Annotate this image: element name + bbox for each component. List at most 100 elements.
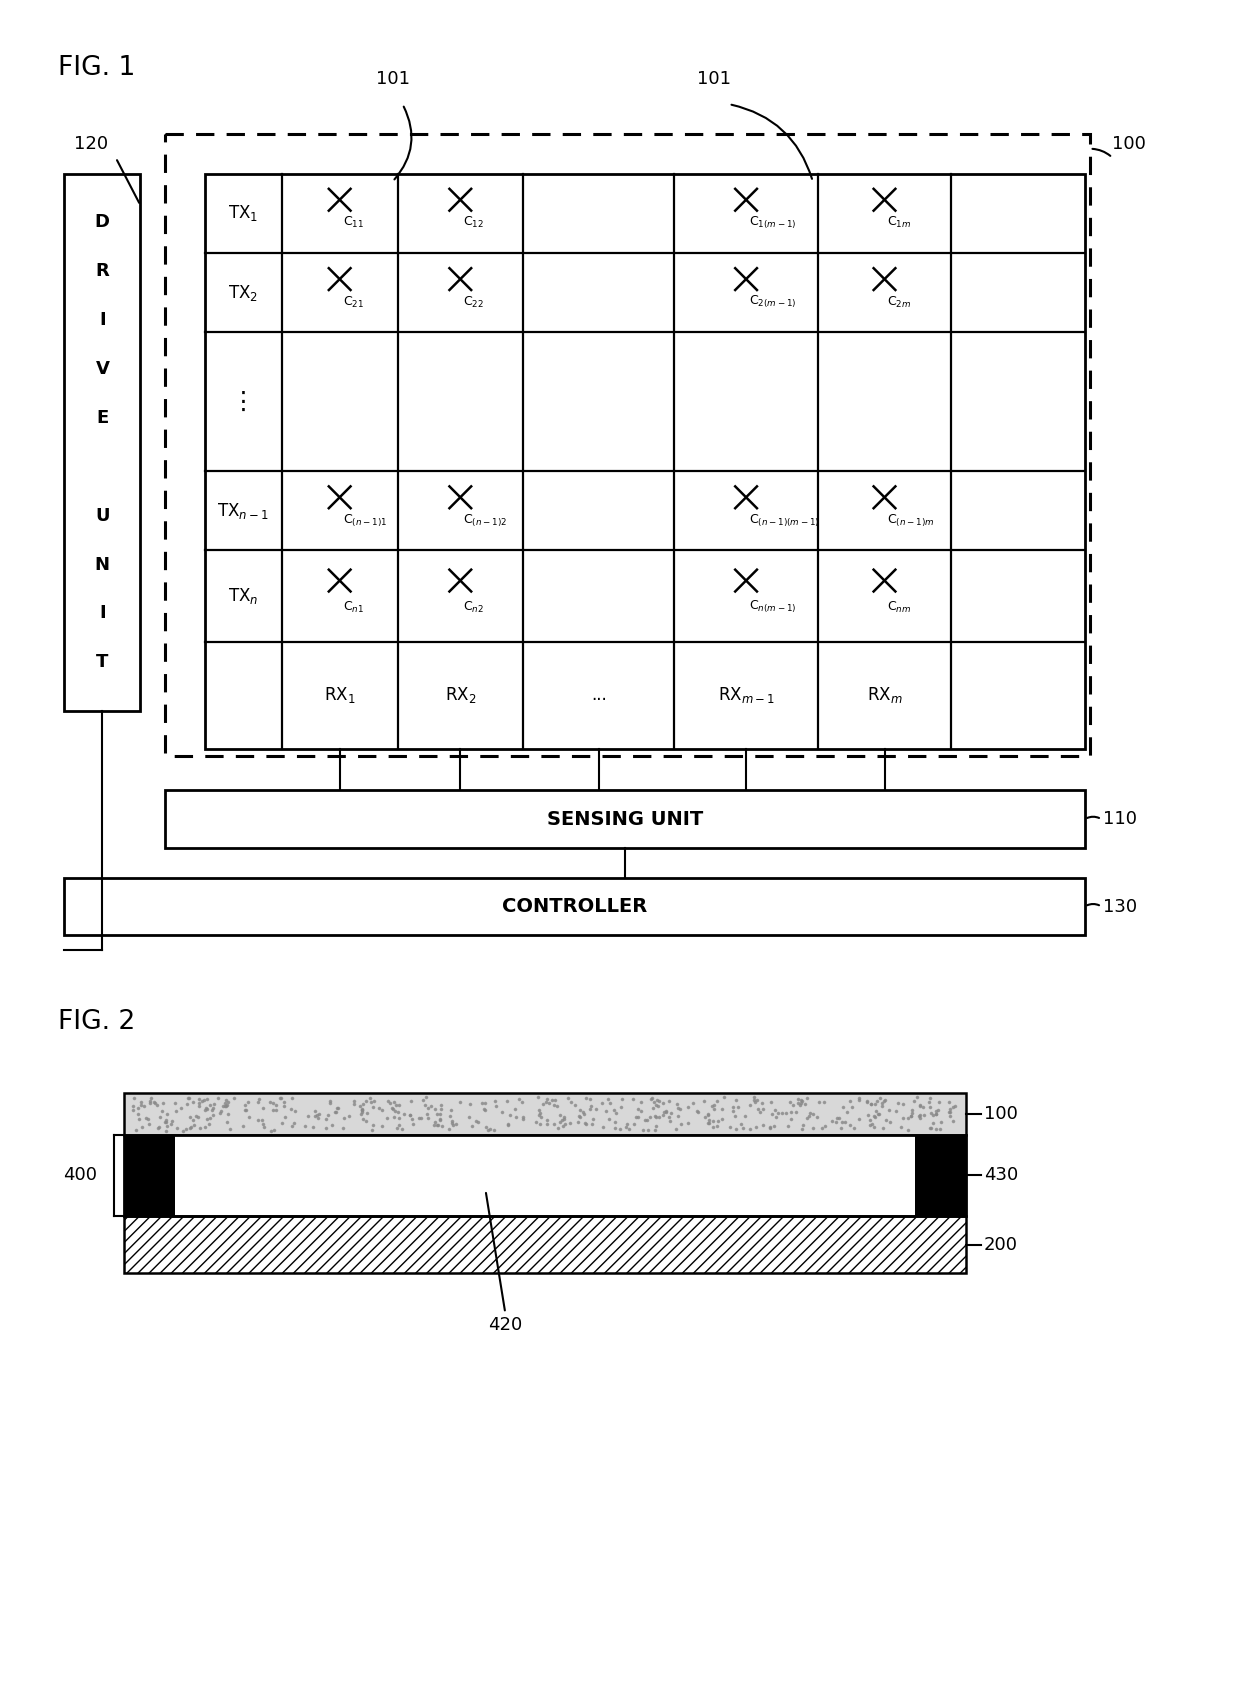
Text: C$_{nm}$: C$_{nm}$ (888, 599, 911, 614)
Point (340, 1102, 360, 1130)
Point (873, 1114, 893, 1141)
Point (575, 1109, 595, 1136)
Point (392, 1116, 412, 1143)
Point (327, 1094, 347, 1121)
Point (467, 1107, 487, 1135)
Point (730, 1111, 750, 1138)
Point (666, 1114, 686, 1141)
Point (781, 1099, 801, 1126)
Point (486, 1092, 506, 1119)
Point (908, 1084, 928, 1111)
Point (587, 1096, 606, 1123)
Point (274, 1089, 294, 1116)
Point (683, 1089, 703, 1116)
Point (193, 1087, 213, 1114)
Point (863, 1102, 883, 1130)
Text: ...: ... (591, 687, 606, 704)
Point (656, 1099, 676, 1126)
Point (867, 1087, 887, 1114)
Text: C$_{11}$: C$_{11}$ (342, 215, 363, 231)
Point (765, 1104, 785, 1131)
Point (352, 1096, 372, 1123)
Point (180, 1104, 200, 1131)
Point (792, 1087, 812, 1114)
Point (281, 1084, 301, 1111)
Point (441, 1109, 461, 1136)
Point (548, 1114, 568, 1141)
Point (678, 1109, 698, 1136)
Point (133, 1114, 153, 1141)
Point (760, 1114, 780, 1141)
Point (804, 1114, 823, 1141)
Point (440, 1097, 460, 1124)
Point (940, 1096, 960, 1123)
Text: I: I (99, 604, 105, 622)
Point (929, 1089, 949, 1116)
Bar (124, 1135, 175, 1216)
Point (723, 1097, 743, 1124)
Point (176, 1116, 196, 1143)
Point (275, 1104, 295, 1131)
Point (859, 1111, 879, 1138)
Point (475, 1089, 495, 1116)
Point (440, 1102, 460, 1130)
Point (900, 1102, 920, 1130)
Point (253, 1094, 273, 1121)
Point (671, 1111, 691, 1138)
Point (428, 1111, 448, 1138)
Point (725, 1116, 745, 1143)
Point (744, 1087, 764, 1114)
Point (626, 1104, 646, 1131)
Point (858, 1102, 878, 1130)
Point (781, 1106, 801, 1133)
Point (195, 1114, 215, 1141)
Point (551, 1101, 570, 1128)
Point (472, 1089, 492, 1116)
Point (744, 1084, 764, 1111)
Point (728, 1094, 748, 1121)
Point (536, 1089, 556, 1116)
Point (382, 1094, 402, 1121)
Point (538, 1085, 558, 1113)
Point (217, 1085, 237, 1113)
Point (634, 1116, 653, 1143)
Point (200, 1109, 219, 1136)
Point (124, 1085, 144, 1113)
Point (295, 1113, 315, 1140)
Point (182, 1107, 202, 1135)
Point (940, 1099, 960, 1126)
Point (725, 1102, 745, 1130)
Point (904, 1087, 924, 1114)
Point (200, 1092, 219, 1119)
Point (753, 1111, 773, 1138)
Point (492, 1097, 512, 1124)
Point (418, 1096, 438, 1123)
Point (195, 1096, 215, 1123)
Point (259, 1089, 279, 1116)
Point (931, 1107, 951, 1135)
Point (500, 1101, 520, 1128)
Point (360, 1085, 379, 1113)
Point (356, 1087, 376, 1114)
Text: TX$_2$: TX$_2$ (228, 283, 258, 302)
Point (712, 1096, 732, 1123)
Point (740, 1092, 760, 1119)
Point (430, 1106, 450, 1133)
Point (188, 1089, 208, 1116)
Point (425, 1096, 445, 1123)
Point (841, 1087, 861, 1114)
Point (923, 1109, 942, 1136)
Point (274, 1092, 294, 1119)
Point (631, 1089, 651, 1116)
Point (308, 1101, 327, 1128)
Point (735, 1102, 755, 1130)
Point (875, 1106, 895, 1133)
Point (903, 1097, 923, 1124)
Point (605, 1114, 625, 1141)
Point (575, 1111, 595, 1138)
Point (641, 1085, 661, 1113)
Point (497, 1087, 517, 1114)
Point (413, 1087, 433, 1114)
Point (646, 1104, 666, 1131)
Text: N: N (95, 556, 110, 573)
